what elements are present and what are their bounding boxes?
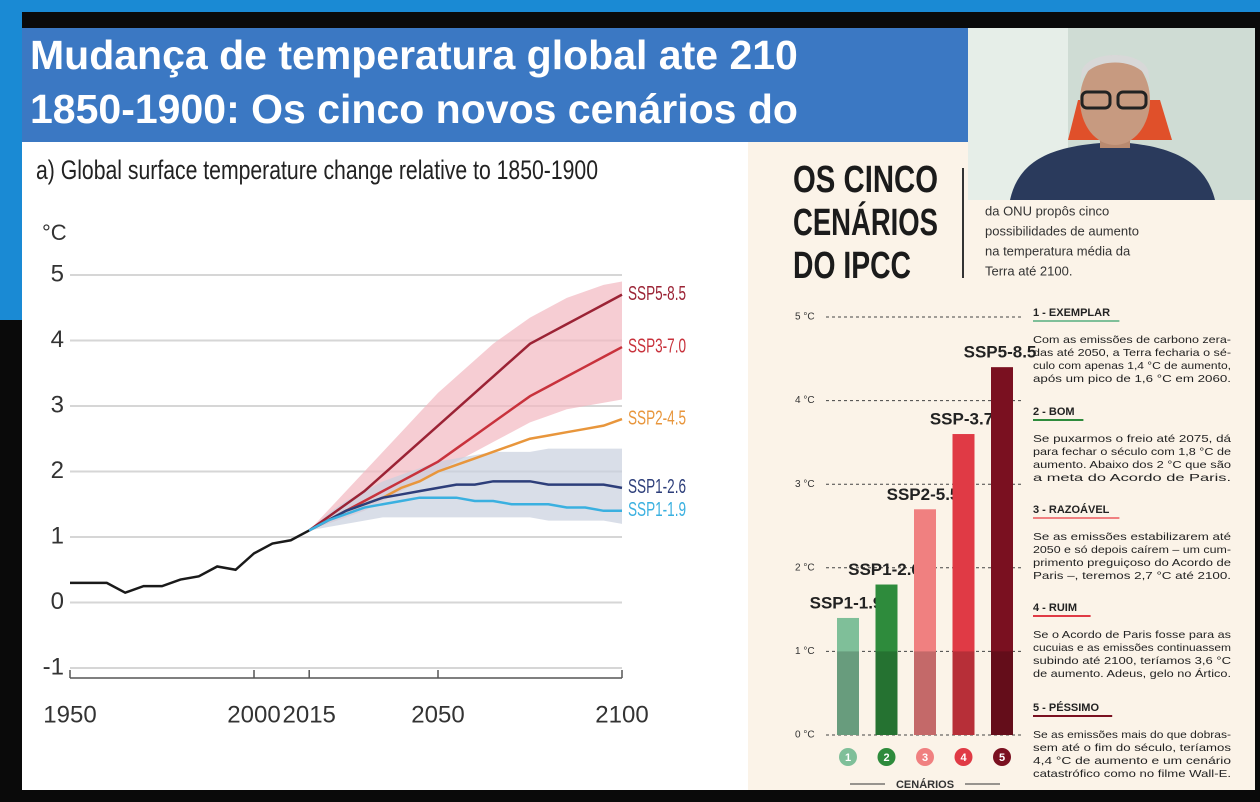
scenario-text: Se as emissões mais do que dobras- <box>1033 729 1232 741</box>
bar-label: SSP1-1.9 <box>810 593 883 612</box>
scenario-heading: 5 - PÉSSIMO <box>1033 701 1099 714</box>
left-border <box>0 0 22 320</box>
scenario-text: sem até o fim do século, teríamos <box>1033 742 1231 754</box>
marker-label: 2 <box>883 752 889 764</box>
scenario-text: aumento. Abaixo dos 2 °C que são <box>1033 459 1231 471</box>
intro-text: possibilidades de aumento <box>985 223 1139 238</box>
scenario-text: a meta do Acordo de Paris. <box>1033 472 1231 484</box>
scenario-text: das até 2050, a Terra fecharia o sé- <box>1033 347 1232 359</box>
scenario-text: Se puxarmos o freio até 2075, dá <box>1033 433 1231 445</box>
chart-title: a) Global surface temperature change rel… <box>36 155 598 185</box>
y-tick-label: 3 <box>51 391 64 418</box>
series-label: SSP2-4.5 <box>628 407 686 429</box>
y-tick-label: 2 °C <box>795 562 815 573</box>
x-label: CENÁRIOS <box>896 778 954 791</box>
slide-title: 1850-1900: Os cinco novos cenários do <box>30 86 798 132</box>
x-tick-label: 2050 <box>411 701 464 728</box>
scenario-text: de aumento. Adeus, gelo no Ártico. <box>1033 667 1231 680</box>
scenario-text: para fechar o século com 1,8 °C de <box>1033 446 1231 458</box>
y-tick-label: 2 <box>51 457 64 484</box>
slide-title: Mudança de temperatura global ate 210 <box>30 32 798 78</box>
x-tick-label: 2015 <box>283 701 336 728</box>
series-label: SSP1-2.6 <box>628 476 686 498</box>
scenario-text: após um pico de 1,6 °C em 2060. <box>1033 373 1231 385</box>
intro-text: da ONU propôs cinco <box>985 203 1109 218</box>
marker-label: 4 <box>960 752 967 764</box>
x-tick-label: 2100 <box>595 701 648 728</box>
y-tick-label: -1 <box>43 653 64 680</box>
scenario-text: catastrófico como no filme Wall-E. <box>1033 768 1231 780</box>
y-tick-label: 3 °C <box>795 479 815 490</box>
scenario-heading: 3 - RAZOÁVEL <box>1033 503 1110 516</box>
bar-label: SSP1-2.6 <box>848 560 921 579</box>
y-unit: °C <box>42 220 67 245</box>
x-tick-label: 1950 <box>43 701 96 728</box>
bar-shade <box>837 651 859 735</box>
intro-text: na temperatura média da <box>985 243 1131 258</box>
screen: Mudança de temperatura global ate 210 18… <box>0 0 1260 802</box>
bar-label: SSP2-5.5 <box>887 485 960 504</box>
marker-label: 5 <box>999 752 1005 764</box>
series-label: SSP3-7.0 <box>628 335 686 357</box>
scenario-text: 2050 e só depois caírem – um cum- <box>1033 544 1232 556</box>
page: Mudança de temperatura global ate 210 18… <box>0 0 1260 802</box>
scenario-text: Paris –, teremos 2,7 °C até 2100. <box>1033 570 1231 582</box>
scenario-text: 4,4 °C de aumento e um cenário <box>1033 755 1231 767</box>
y-tick-label: 0 °C <box>795 730 815 741</box>
bar-shade <box>914 651 936 735</box>
scenario-text: subindo até 2100, teríamos 3,6 °C <box>1033 655 1232 667</box>
series-label: SSP5-8.5 <box>628 283 686 305</box>
panel-title: CENÁRIOS <box>793 200 938 244</box>
scenario-text: primento preguiçoso do Acordo de <box>1033 557 1231 569</box>
bar-shade <box>953 651 975 735</box>
y-tick-label: 4 <box>51 326 64 353</box>
scenario-heading: 4 - RUIM <box>1033 602 1077 614</box>
scenario-heading: 1 - EXEMPLAR <box>1033 307 1110 319</box>
scenario-text: cucuias e as emissões continuassem <box>1033 642 1231 654</box>
bar-shade <box>876 651 898 735</box>
scenario-text: culo com apenas 1,4 °C de aumento, <box>1033 360 1231 372</box>
marker-label: 1 <box>845 752 851 764</box>
y-tick-label: 5 °C <box>795 312 815 323</box>
scenario-heading: 2 - BOM <box>1033 406 1075 418</box>
top-border <box>0 0 1260 12</box>
panel-title: OS CINCO <box>793 159 938 201</box>
scenario-text: Com as emissões de carbono zera- <box>1033 334 1232 346</box>
x-tick-label: 2000 <box>227 701 280 728</box>
y-tick-label: 1 <box>51 522 64 549</box>
panel-title: DO IPCC <box>793 245 911 287</box>
bar-label: SSP5-8.5 <box>964 343 1037 362</box>
bar-shade <box>991 651 1013 735</box>
series-label: SSP1-1.9 <box>628 499 686 521</box>
y-tick-label: 4 °C <box>795 395 815 406</box>
scenario-text: Se as emissões estabilizarem até <box>1033 531 1231 543</box>
y-tick-label: 1 °C <box>795 646 815 657</box>
marker-label: 3 <box>922 752 928 764</box>
webcam <box>968 28 1255 200</box>
y-tick-label: 0 <box>51 588 64 615</box>
intro-text: Terra até 2100. <box>985 263 1072 278</box>
y-tick-label: 5 <box>51 260 64 287</box>
bar-label: SSP-3.7 <box>930 410 993 429</box>
scenario-text: Se o Acordo de Paris fosse para as <box>1033 629 1231 641</box>
